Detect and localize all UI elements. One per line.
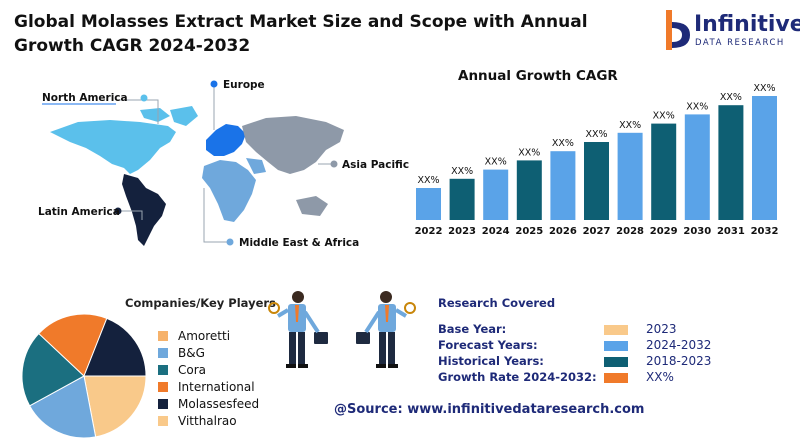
bar-value-label: XX% xyxy=(753,83,775,94)
europe-marker-icon xyxy=(210,80,218,88)
x-tick-label: 2025 xyxy=(515,226,543,237)
players-title: Companies/Key Players xyxy=(125,296,276,310)
legend-item: Vitthalrao xyxy=(158,413,237,429)
legend-label: Amoretti xyxy=(178,329,231,343)
research-swatch xyxy=(604,341,628,351)
latin-america-region xyxy=(122,174,166,246)
x-tick-label: 2022 xyxy=(415,226,443,237)
research-label: Historical Years: xyxy=(438,354,544,368)
legend-item: Molassesfeed xyxy=(158,396,259,412)
bar-value-label: XX% xyxy=(653,111,675,122)
map-label-north-america: North America xyxy=(42,92,128,104)
bar-value-label: XX% xyxy=(485,157,507,168)
bar-value-label: XX% xyxy=(417,175,439,186)
bar-value-label: XX% xyxy=(619,120,641,131)
legend-item: Cora xyxy=(158,362,206,378)
bar-2024 xyxy=(483,169,509,220)
research-swatch xyxy=(604,357,628,367)
legend-swatch xyxy=(158,348,168,358)
bar-2027 xyxy=(584,142,609,220)
pie-slice xyxy=(83,317,147,377)
research-label: Growth Rate 2024-2032: xyxy=(438,370,597,384)
bar-2030 xyxy=(684,114,710,220)
legend-swatch xyxy=(158,382,168,392)
map-label-latin-america: Latin America xyxy=(38,206,120,218)
bar-2025 xyxy=(516,160,542,220)
bar-2023 xyxy=(449,178,475,220)
legend-swatch xyxy=(158,331,168,341)
bar-value-label: XX% xyxy=(686,101,708,112)
research-value: 2018-2023 xyxy=(646,354,712,368)
logo-name: Infinitive xyxy=(694,12,800,37)
legend-label: Molassesfeed xyxy=(178,397,260,411)
legend-label: International xyxy=(178,380,255,394)
research-value: 2024-2032 xyxy=(646,338,712,352)
legend-label: B&G xyxy=(178,346,205,360)
bar-value-label: XX% xyxy=(585,129,607,140)
legend-swatch xyxy=(158,416,168,426)
x-tick-label: 2032 xyxy=(751,226,779,237)
legend-swatch xyxy=(158,365,168,375)
map-label-asia-pacific: Asia Pacific xyxy=(342,159,409,171)
legend-label: Cora xyxy=(178,363,207,377)
middle-east-africa-marker-icon xyxy=(226,238,234,246)
research-swatch xyxy=(604,373,628,383)
players-pie-chart xyxy=(21,313,147,439)
map-label-middle-east-africa: Middle East & Africa xyxy=(239,237,359,249)
brand-logo: Infinitive DATA RESEARCH xyxy=(664,8,800,52)
world-map: North America Europe Asia Pacific Latin … xyxy=(38,79,409,249)
x-tick-label: 2023 xyxy=(448,226,476,237)
x-tick-label: 2031 xyxy=(717,226,745,237)
x-tick-label: 2026 xyxy=(549,226,577,237)
bar-value-label: XX% xyxy=(720,92,742,103)
research-value: XX% xyxy=(646,370,674,384)
bar-2026 xyxy=(550,151,576,220)
source-link[interactable]: @Source: www.infinitivedataresearch.com xyxy=(334,402,645,417)
legend-item: B&G xyxy=(158,345,205,361)
page-title: Global Molasses Extract Market Size and … xyxy=(14,12,588,56)
x-tick-label: 2029 xyxy=(650,226,678,237)
bar-2029 xyxy=(651,123,677,220)
research-title: Research Covered xyxy=(438,296,556,310)
research-label: Base Year: xyxy=(438,322,507,336)
asia-pacific-marker-icon xyxy=(330,160,338,168)
research-label: Forecast Years: xyxy=(438,338,538,352)
pie-slice xyxy=(83,375,147,438)
x-tick-label: 2030 xyxy=(683,226,711,237)
europe-region xyxy=(206,124,246,156)
bar-value-label: XX% xyxy=(518,147,540,158)
cagr-bar-chart: XX% 2022 XX% 2023 XX% 2024 XX% 2025 XX% 2026 XX% 20… xyxy=(415,83,779,237)
logo-mark-icon xyxy=(666,10,690,50)
logo-subtitle: DATA RESEARCH xyxy=(695,38,785,48)
bar-2028 xyxy=(617,132,643,220)
research-value: 2023 xyxy=(646,322,677,336)
x-tick-label: 2028 xyxy=(616,226,644,237)
north-america-region xyxy=(50,120,176,174)
bar-2032 xyxy=(752,96,777,220)
latin-america-marker-icon xyxy=(114,207,122,215)
asia-pacific-region xyxy=(242,116,344,174)
research-swatch xyxy=(604,325,628,335)
map-label-europe: Europe xyxy=(223,79,265,91)
businessman-magnifier-icon xyxy=(268,291,328,368)
legend-swatch xyxy=(158,399,168,409)
middle-east-africa-region xyxy=(202,160,256,222)
x-tick-label: 2027 xyxy=(583,226,611,237)
bar-2031 xyxy=(718,105,744,220)
bar-value-label: XX% xyxy=(451,166,473,177)
pie-slice xyxy=(21,332,85,407)
businessman-magnifier-icon xyxy=(356,291,416,368)
legend-label: Vitthalrao xyxy=(178,414,237,428)
legend-item: Amoretti xyxy=(158,328,230,344)
pie-slice xyxy=(28,375,97,439)
bar-2022 xyxy=(416,188,441,220)
north-america-marker-icon xyxy=(140,94,148,102)
x-tick-label: 2024 xyxy=(482,226,510,237)
chart-title: Annual Growth CAGR xyxy=(458,68,618,84)
bar-value-label: XX% xyxy=(552,138,574,149)
legend-item: International xyxy=(158,379,255,395)
